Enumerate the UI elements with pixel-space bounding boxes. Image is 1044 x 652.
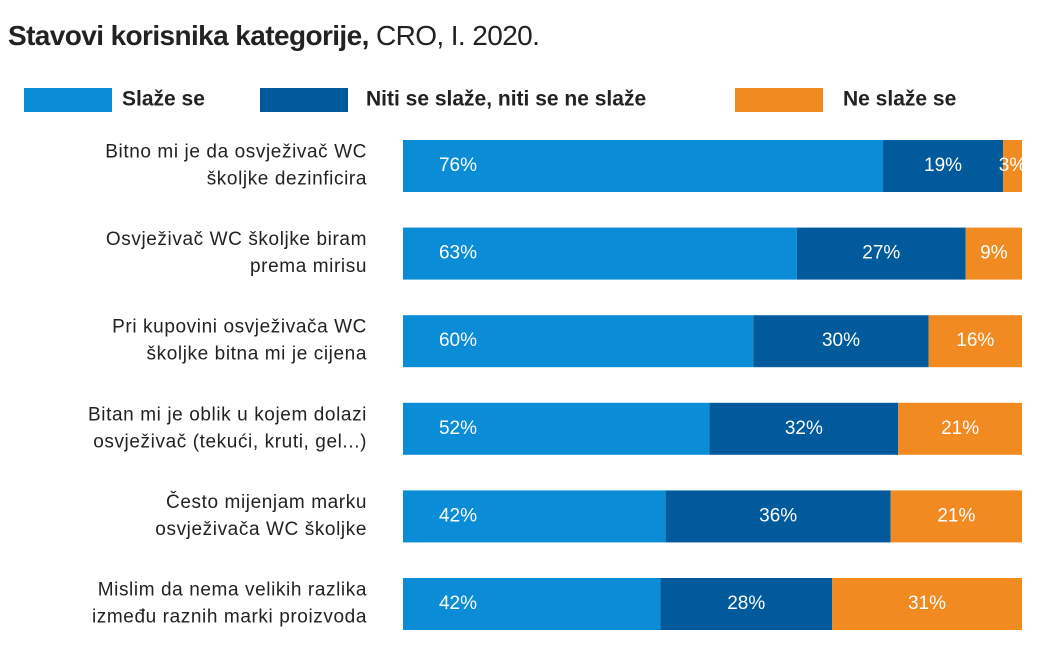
- bar-segment: [753, 315, 929, 368]
- category-label: Pri kupovini osvježivača WC: [112, 317, 367, 338]
- bar-segment: [832, 578, 1022, 630]
- category-label: Često mijenjam marku: [166, 491, 367, 513]
- category-label: između raznih marki proizvoda: [92, 607, 367, 628]
- bar-segment: [890, 490, 1022, 543]
- category-label: školjke bitna mi je cijena: [147, 344, 367, 365]
- bar-segment: [403, 315, 754, 368]
- category-label: prema mirisu: [250, 256, 367, 277]
- bar-segment: [403, 227, 797, 280]
- value-label: 21%: [937, 505, 975, 526]
- value-label: 27%: [862, 243, 900, 264]
- bar-segment: [898, 402, 1022, 455]
- value-label: 63%: [439, 243, 477, 264]
- category-label: osvježivač (tekući, kruti, gel...): [93, 431, 367, 452]
- bar-segment: [660, 578, 833, 630]
- legend-label: Slaže se: [122, 88, 205, 111]
- value-label: 52%: [439, 418, 477, 439]
- legend-label: Niti se slaže, niti se ne slaže: [366, 88, 646, 111]
- value-label: 3%: [999, 155, 1027, 176]
- value-label: 9%: [980, 243, 1008, 264]
- value-label: 76%: [439, 155, 477, 176]
- legend-swatch: [260, 88, 348, 112]
- value-label: 28%: [727, 593, 765, 614]
- category-label: Mislim da nema velikih razlika: [98, 580, 367, 601]
- bar-segment: [403, 402, 710, 455]
- bar-segment: [403, 140, 884, 192]
- category-label: Bitan mi je oblik u kojem dolazi: [88, 404, 367, 425]
- legend-swatch: [735, 88, 823, 112]
- value-label: 42%: [439, 593, 477, 614]
- category-label: Bitno mi je da osvježivač WC: [105, 142, 367, 163]
- value-label: 30%: [822, 330, 860, 351]
- bar-segment: [928, 315, 1022, 368]
- value-label: 21%: [941, 418, 979, 439]
- category-label: školjke dezinficira: [207, 169, 367, 190]
- legend-swatch: [24, 88, 112, 112]
- value-label: 42%: [439, 505, 477, 526]
- bar-segment: [403, 490, 666, 543]
- value-label: 19%: [924, 155, 962, 176]
- bar-segment: [1003, 140, 1022, 192]
- value-label: 16%: [956, 330, 994, 351]
- bar-segment: [665, 490, 891, 543]
- chart-subtitle: CRO, I. 2020.: [376, 20, 539, 51]
- value-label: 36%: [759, 505, 797, 526]
- value-label: 32%: [785, 418, 823, 439]
- chart-title: Stavovi korisnika kategorije,: [8, 20, 369, 51]
- value-label: 60%: [439, 330, 477, 351]
- category-label: Osvježivač WC školjke biram: [106, 229, 367, 250]
- bar-segment: [709, 402, 899, 455]
- legend-label: Ne slaže se: [843, 88, 956, 111]
- bar-segment: [883, 140, 1004, 192]
- bar-segment: [965, 227, 1022, 280]
- bar-segment: [403, 578, 661, 630]
- chart-title-line: Stavovi korisnika kategorije, CRO, I. 20…: [8, 20, 539, 51]
- bar-segment: [796, 227, 966, 280]
- category-label: osvježivača WC školjke: [155, 519, 367, 540]
- value-label: 31%: [908, 593, 946, 614]
